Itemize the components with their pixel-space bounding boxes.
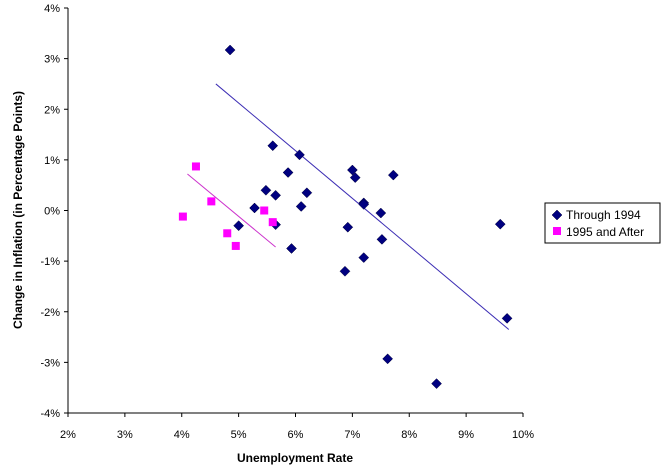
legend-box <box>544 202 661 244</box>
point-through-1994 <box>382 353 393 365</box>
legend-marker-through-1994 <box>551 209 563 221</box>
point-through-1994 <box>260 184 272 196</box>
trendline-1995-and-after <box>187 173 276 248</box>
point-1995-and-after <box>268 218 277 227</box>
x-tick-label: 3% <box>117 429 133 441</box>
x-axis-title: Unemployment Rate <box>237 451 353 465</box>
y-tick-label: -1% <box>40 256 60 268</box>
point-through-1994 <box>342 221 354 233</box>
point-through-1994 <box>282 167 294 178</box>
point-through-1994 <box>233 220 244 232</box>
point-through-1994 <box>501 312 513 324</box>
point-through-1994 <box>339 265 351 277</box>
y-tick-label: -4% <box>40 408 60 420</box>
point-1995-and-after <box>231 241 240 250</box>
point-through-1994 <box>494 218 506 230</box>
x-tick-label: 2% <box>60 429 76 441</box>
y-tick-label: 2% <box>44 104 60 116</box>
y-tick-label: 3% <box>44 54 60 66</box>
x-tick-label: 5% <box>231 429 247 441</box>
legend-label-1995-and-after: 1995 and After <box>566 225 644 239</box>
point-through-1994 <box>267 140 279 152</box>
point-through-1994 <box>224 44 236 56</box>
x-tick-label: 10% <box>512 429 534 441</box>
point-1995-and-after <box>260 206 269 215</box>
x-tick-label: 8% <box>401 429 417 441</box>
y-axis-title: Change in Inflation (in Percentage Point… <box>11 91 25 329</box>
y-tick-label: 4% <box>44 3 60 15</box>
point-through-1994 <box>270 189 281 201</box>
point-1995-and-after <box>178 212 187 221</box>
point-through-1994 <box>301 187 313 199</box>
x-tick-label: 7% <box>344 429 360 441</box>
y-tick-label: -2% <box>40 307 60 319</box>
point-1995-and-after <box>207 197 216 206</box>
x-tick-label: 4% <box>174 429 190 441</box>
x-tick-label: 9% <box>458 429 474 441</box>
data-points <box>178 44 513 389</box>
point-through-1994 <box>358 252 370 263</box>
y-tick-label: 0% <box>44 206 60 218</box>
y-tick-label: 1% <box>44 155 60 167</box>
point-1995-and-after <box>191 162 200 171</box>
point-through-1994 <box>249 202 260 214</box>
point-through-1994 <box>286 243 297 254</box>
legend-marker-1995-and-after <box>553 227 561 235</box>
point-through-1994 <box>375 207 387 219</box>
point-through-1994 <box>431 378 442 389</box>
point-through-1994 <box>295 201 307 212</box>
point-through-1994 <box>347 164 358 176</box>
legend: Through 1994 1995 and After <box>544 202 661 244</box>
point-through-1994 <box>358 199 370 210</box>
point-through-1994 <box>294 149 305 161</box>
point-through-1994 <box>349 172 361 183</box>
axis-ticks: -4% -3% -2% -1% 0% 1% 2% 3% 4% 2% 3% 4% 5% 6% 7% 8% 9% 10… <box>40 3 534 441</box>
point-1995-and-after <box>223 229 232 238</box>
legend-label-through-1994: Through 1994 <box>566 208 641 222</box>
point-through-1994 <box>387 169 399 181</box>
point-through-1994 <box>376 234 388 245</box>
x-tick-label: 6% <box>288 429 304 441</box>
y-tick-label: -3% <box>40 357 60 369</box>
